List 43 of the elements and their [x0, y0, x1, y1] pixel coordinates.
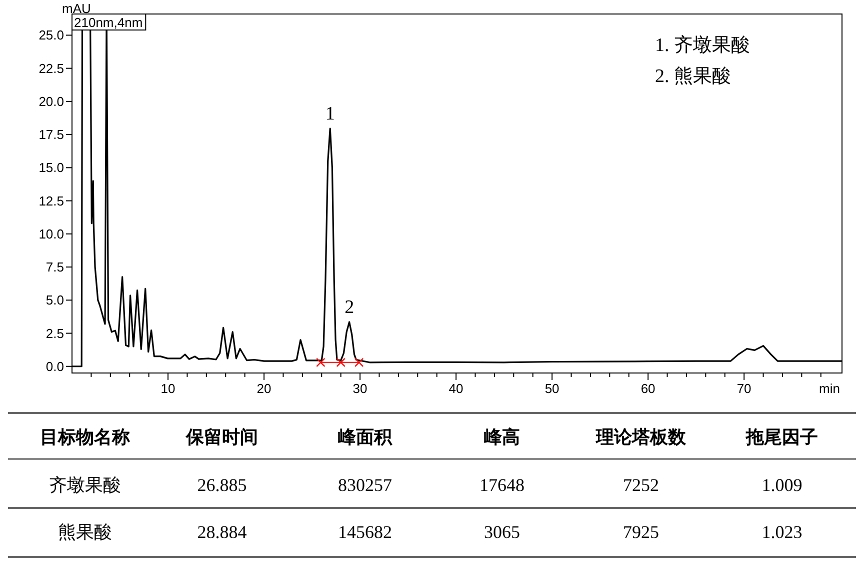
text: 145682 [338, 522, 392, 542]
x-tick-label: 70 [736, 381, 752, 396]
text: 拖尾因子 [745, 427, 818, 447]
y-tick-label: 22.5 [38, 60, 64, 76]
text: 7925 [623, 522, 659, 542]
text: 28.884 [197, 522, 247, 542]
text: 目标物名称 [40, 427, 130, 447]
y-tick-label: 0.0 [46, 358, 64, 374]
text: 3065 [484, 522, 520, 542]
text: 17648 [480, 475, 524, 495]
text: 峰面积 [338, 427, 393, 447]
y-axis-title: mAU [62, 1, 91, 16]
y-tick-label: 15.0 [38, 160, 64, 176]
y-tick-label: 2.5 [46, 326, 64, 341]
text: 理论塔板数 [595, 427, 687, 447]
annotation: 210nm,4nm [74, 15, 143, 30]
text: 熊果酸 [58, 522, 112, 542]
text: 保留时间 [185, 427, 258, 447]
annotation: 1 [325, 104, 335, 125]
y-tick-label: 7.5 [46, 260, 64, 275]
x-axis-title: min [819, 381, 840, 396]
text: 齐墩果酸 [49, 475, 121, 495]
y-tick-label: 12.5 [38, 193, 64, 208]
text: 7252 [623, 475, 659, 495]
x-tick-label: 60 [640, 381, 656, 396]
x-tick-label: 50 [544, 381, 560, 396]
annotation: 2 [344, 297, 354, 318]
text: 峰高 [484, 427, 520, 447]
annotation: 2. 熊果酸 [655, 66, 731, 87]
y-tick-label: 5.0 [46, 292, 64, 308]
text: 1.009 [762, 475, 802, 495]
annotation: 1. 齐墩果酸 [655, 34, 750, 56]
x-tick-label: 20 [256, 381, 272, 396]
text: 1.023 [762, 522, 802, 542]
y-tick-label: 20.0 [38, 94, 64, 109]
y-tick-label: 25.0 [38, 28, 64, 43]
x-tick-label: 30 [352, 381, 368, 396]
text: 26.885 [197, 475, 247, 495]
x-tick-label: 40 [448, 381, 464, 396]
text: 830257 [338, 475, 392, 495]
y-tick-label: 10.0 [38, 226, 64, 242]
x-tick-label: 10 [160, 381, 176, 396]
y-tick-label: 17.5 [38, 127, 64, 142]
